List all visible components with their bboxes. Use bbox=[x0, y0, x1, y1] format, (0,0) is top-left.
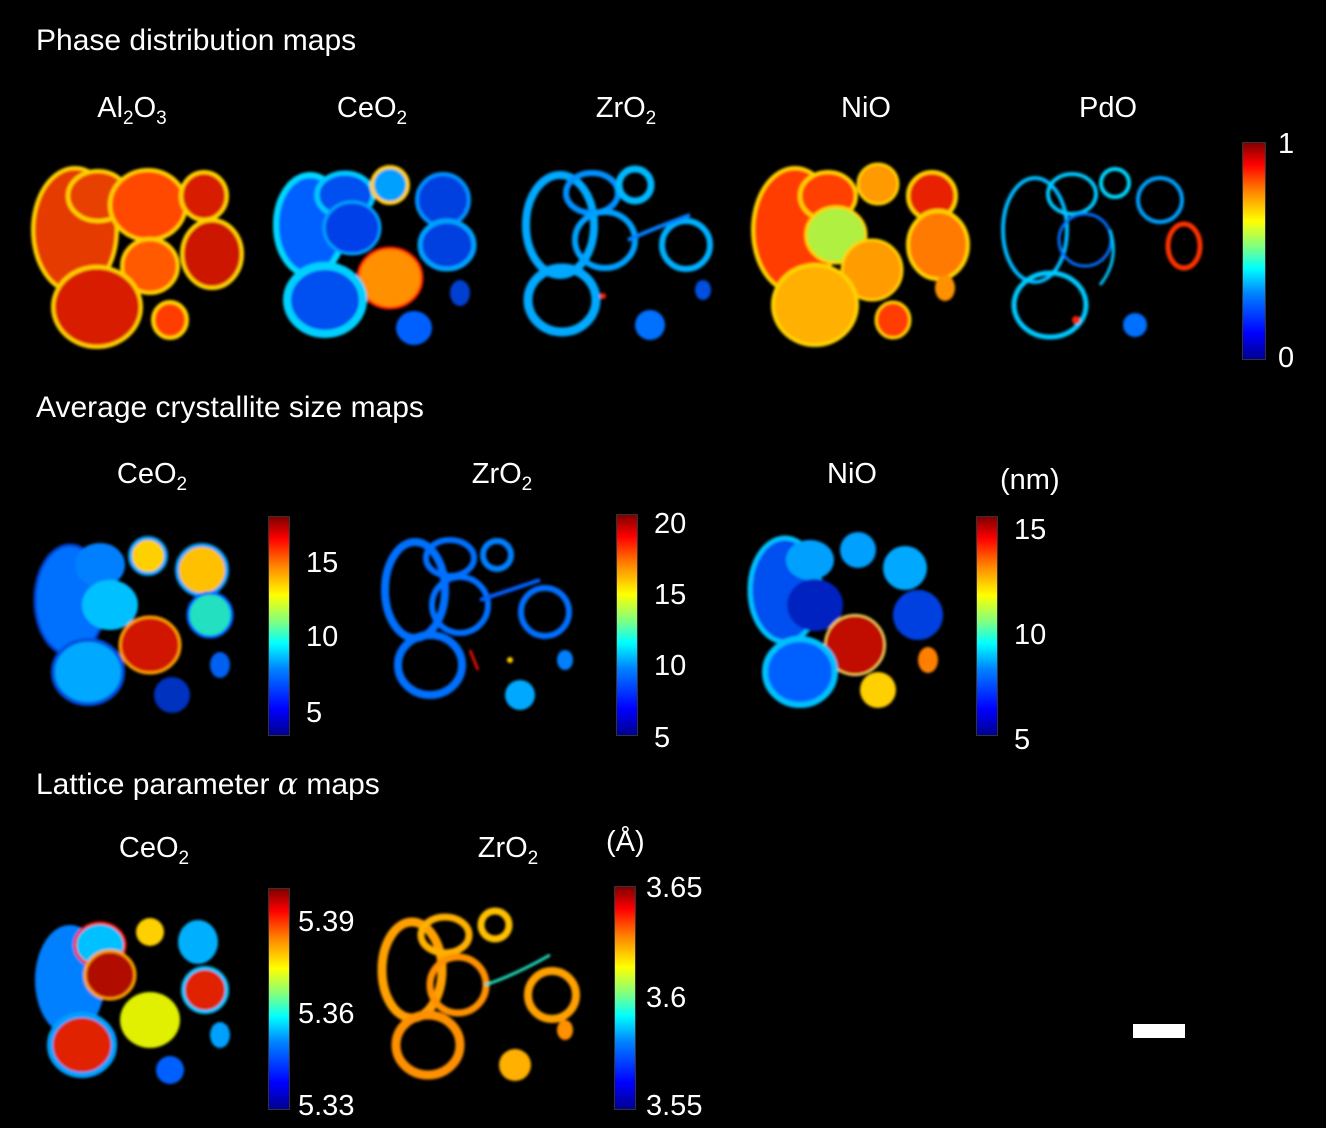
phase-colorbar-min: 0 bbox=[1278, 342, 1295, 374]
size-map-nio bbox=[747, 532, 943, 708]
colorbar-tick: 10 bbox=[1014, 619, 1047, 651]
lattice-label-zro2: ZrO2 bbox=[477, 832, 539, 869]
colorbar-tick: 15 bbox=[1014, 514, 1047, 546]
lattice-zro2-colorbar bbox=[614, 886, 636, 1110]
colorbar-tick: 3.6 bbox=[646, 982, 687, 1014]
phase-label-al2o3: Al2O3 bbox=[97, 92, 167, 129]
colorbar-tick: 15 bbox=[654, 579, 687, 611]
size-section-title: Average crystallite size maps bbox=[36, 391, 424, 424]
size-unit-label: (nm) bbox=[1000, 464, 1060, 496]
phase-map-al2o3 bbox=[31, 166, 244, 349]
size-zro2-colorbar bbox=[616, 514, 638, 736]
phase-label-zro2: ZrO2 bbox=[595, 92, 657, 129]
colorbar-tick: 15 bbox=[306, 547, 339, 579]
lattice-map-ceo2 bbox=[35, 918, 230, 1084]
phase-map-pdo bbox=[1001, 167, 1203, 340]
colorbar-tick: 10 bbox=[654, 650, 687, 682]
lattice-unit-label: (Å) bbox=[606, 826, 645, 858]
size-ceo2-colorbar bbox=[268, 516, 290, 736]
phase-colorbar bbox=[1242, 142, 1266, 360]
phase-map-zro2 bbox=[522, 165, 713, 340]
lattice-map-zro2 bbox=[377, 907, 580, 1081]
size-label-zro2: ZrO2 bbox=[471, 458, 533, 495]
phase-label-ceo2: CeO2 bbox=[336, 92, 408, 129]
colorbar-tick: 5.36 bbox=[298, 998, 355, 1030]
phase-section-title: Phase distribution maps bbox=[36, 24, 357, 57]
colorbar-tick: 3.65 bbox=[646, 872, 703, 904]
phase-colorbar-max: 1 bbox=[1278, 128, 1295, 160]
phase-map-nio bbox=[751, 162, 970, 347]
lattice-ceo2-colorbar bbox=[268, 888, 290, 1110]
colorbar-tick: 5.39 bbox=[298, 906, 355, 938]
colorbar-tick: 3.55 bbox=[646, 1090, 703, 1122]
phase-label-pdo: PdO bbox=[1078, 92, 1138, 124]
lattice-section-title: Lattice parameter α maps bbox=[36, 767, 380, 802]
colorbar-tick: 5 bbox=[1014, 724, 1031, 756]
colorbar-tick: 20 bbox=[654, 508, 687, 540]
colorbar-tick: 5.33 bbox=[298, 1090, 355, 1122]
size-label-ceo2: CeO2 bbox=[116, 458, 188, 495]
scale-bar bbox=[1133, 1024, 1185, 1038]
size-nio-colorbar bbox=[976, 516, 998, 736]
size-map-ceo2 bbox=[33, 536, 234, 713]
colorbar-tick: 10 bbox=[306, 621, 339, 653]
phase-label-nio: NiO bbox=[841, 92, 891, 124]
phase-map-ceo2 bbox=[273, 165, 477, 345]
size-label-nio: NiO bbox=[827, 458, 877, 490]
lattice-label-ceo2: CeO2 bbox=[118, 832, 190, 869]
colorbar-tick: 5 bbox=[306, 697, 323, 729]
colorbar-tick: 5 bbox=[654, 722, 671, 754]
size-map-zro2 bbox=[381, 537, 573, 710]
